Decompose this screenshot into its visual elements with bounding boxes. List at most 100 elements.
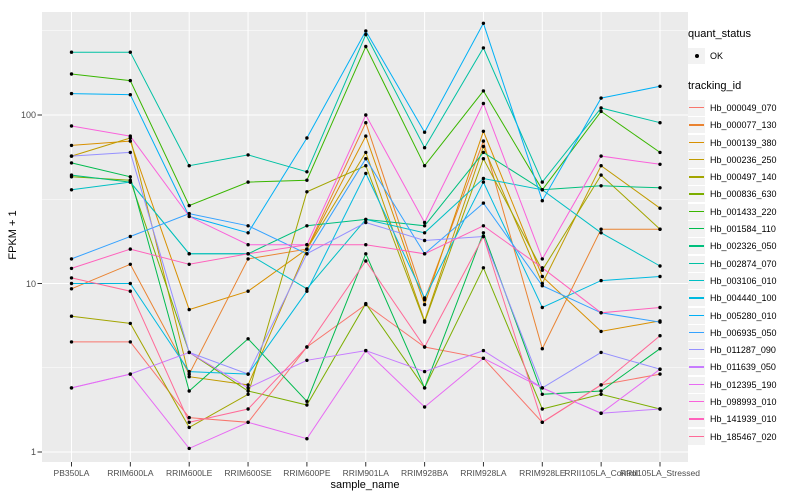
data-point <box>187 372 191 376</box>
legend-label: Hb_002326_050 <box>710 241 777 252</box>
data-point <box>305 399 309 403</box>
legend-label: Hb_000836_630 <box>710 189 777 200</box>
series-color-swatch <box>689 210 704 213</box>
data-point <box>364 171 368 176</box>
data-point <box>540 188 544 192</box>
data-point <box>128 175 132 179</box>
data-point <box>599 173 603 177</box>
legend-item-tracking-id: Hb_011287_090 <box>688 341 800 359</box>
legend-item-tracking-id: Hb_004440_100 <box>688 290 800 307</box>
data-point <box>246 289 250 293</box>
data-point <box>422 405 427 409</box>
series-color-swatch <box>689 349 704 351</box>
series-color-swatch <box>689 418 704 420</box>
data-point <box>364 164 368 168</box>
x-tick-label: RRIM600SE <box>224 468 272 478</box>
data-point <box>422 296 427 300</box>
data-point <box>246 252 250 256</box>
legend: quant_status OK tracking_id Hb_000049_07… <box>688 28 800 445</box>
legend-key-line-icon <box>688 342 705 359</box>
legend-label: Hb_004440_100 <box>710 293 777 304</box>
x-tick-label: RRIM901LA <box>342 468 389 478</box>
data-point <box>422 238 427 243</box>
data-point <box>187 211 191 216</box>
x-tick-label: RRIM928LA <box>460 468 507 478</box>
data-point <box>481 231 486 235</box>
data-point <box>246 372 250 376</box>
data-point <box>658 372 662 376</box>
data-point <box>128 134 132 138</box>
data-point <box>658 121 662 125</box>
data-point <box>364 301 368 306</box>
data-point <box>128 340 132 344</box>
data-point <box>599 392 603 396</box>
legend-label: Hb_001433_220 <box>710 206 777 217</box>
data-point <box>69 161 74 165</box>
data-point <box>364 243 368 247</box>
data-point <box>305 345 309 349</box>
series-color-swatch <box>689 106 704 109</box>
data-point <box>422 130 427 134</box>
series-color-swatch <box>689 262 704 264</box>
data-point <box>658 367 662 371</box>
data-point <box>246 407 250 411</box>
legend-item-tracking-id: Hb_098993_010 <box>688 393 800 410</box>
legend-item-tracking-id: Hb_002874_070 <box>688 255 800 272</box>
data-point <box>246 337 250 341</box>
legend-key-line-icon <box>688 324 705 341</box>
data-point <box>69 50 74 54</box>
data-point <box>128 139 132 143</box>
legend-item-tracking-id: Hb_185467_020 <box>688 428 800 445</box>
data-point <box>540 266 544 270</box>
data-point <box>481 176 486 181</box>
legend-item-tracking-id: Hb_001584_110 <box>688 220 800 238</box>
series-color-swatch <box>689 158 704 161</box>
data-point <box>658 84 662 89</box>
data-point <box>364 113 368 117</box>
legend-key-line-icon <box>688 393 705 410</box>
data-point <box>364 121 368 125</box>
legend-item-tracking-id: Hb_000497_140 <box>688 168 800 186</box>
legend-tracking-id-items: Hb_000049_070 Hb_000077_130 Hb_000139_380 H… <box>688 99 800 445</box>
data-point <box>481 144 486 149</box>
data-point <box>69 124 74 128</box>
legend-key-line-icon <box>688 359 705 376</box>
data-point <box>422 164 427 168</box>
data-point <box>481 89 486 93</box>
x-tick-label: RRIM600LE <box>166 468 213 478</box>
data-point <box>69 287 74 291</box>
data-point <box>187 307 191 312</box>
legend-item-tracking-id: Hb_141939_010 <box>688 411 800 428</box>
legend-item-tracking-id: Hb_000049_070 <box>688 99 800 116</box>
x-tick-label: RRIM928BA <box>400 468 449 478</box>
data-point <box>305 437 309 441</box>
data-point <box>599 329 603 334</box>
data-point <box>599 164 603 168</box>
legend-label: Hb_003106_010 <box>710 275 777 286</box>
data-point <box>187 425 191 430</box>
legend-item-quant-status: OK <box>688 47 800 64</box>
data-point <box>187 389 191 393</box>
data-point <box>69 281 74 286</box>
data-point <box>422 345 427 349</box>
data-point <box>481 46 486 50</box>
legend-item-tracking-id: Hb_000236_250 <box>688 151 800 168</box>
data-point <box>69 386 74 390</box>
x-tick-label: RRII105LA_Control <box>564 468 638 478</box>
x-axis-title: sample_name <box>330 479 400 491</box>
data-point <box>305 224 309 228</box>
data-point <box>481 348 486 353</box>
series-color-swatch <box>689 366 704 368</box>
legend-item-tracking-id: Hb_003106_010 <box>688 272 800 289</box>
data-point <box>128 262 132 266</box>
legend-title-tracking-id: tracking_id <box>688 80 742 93</box>
legend-label: Hb_000139_380 <box>710 137 777 148</box>
legend-item-tracking-id: Hb_005280_010 <box>688 307 800 324</box>
y-axis-title: FPKM + 1 <box>7 210 19 260</box>
data-point <box>599 411 603 415</box>
data-point <box>540 274 544 279</box>
data-point <box>599 109 603 114</box>
data-point <box>246 243 250 247</box>
data-point <box>422 252 427 256</box>
